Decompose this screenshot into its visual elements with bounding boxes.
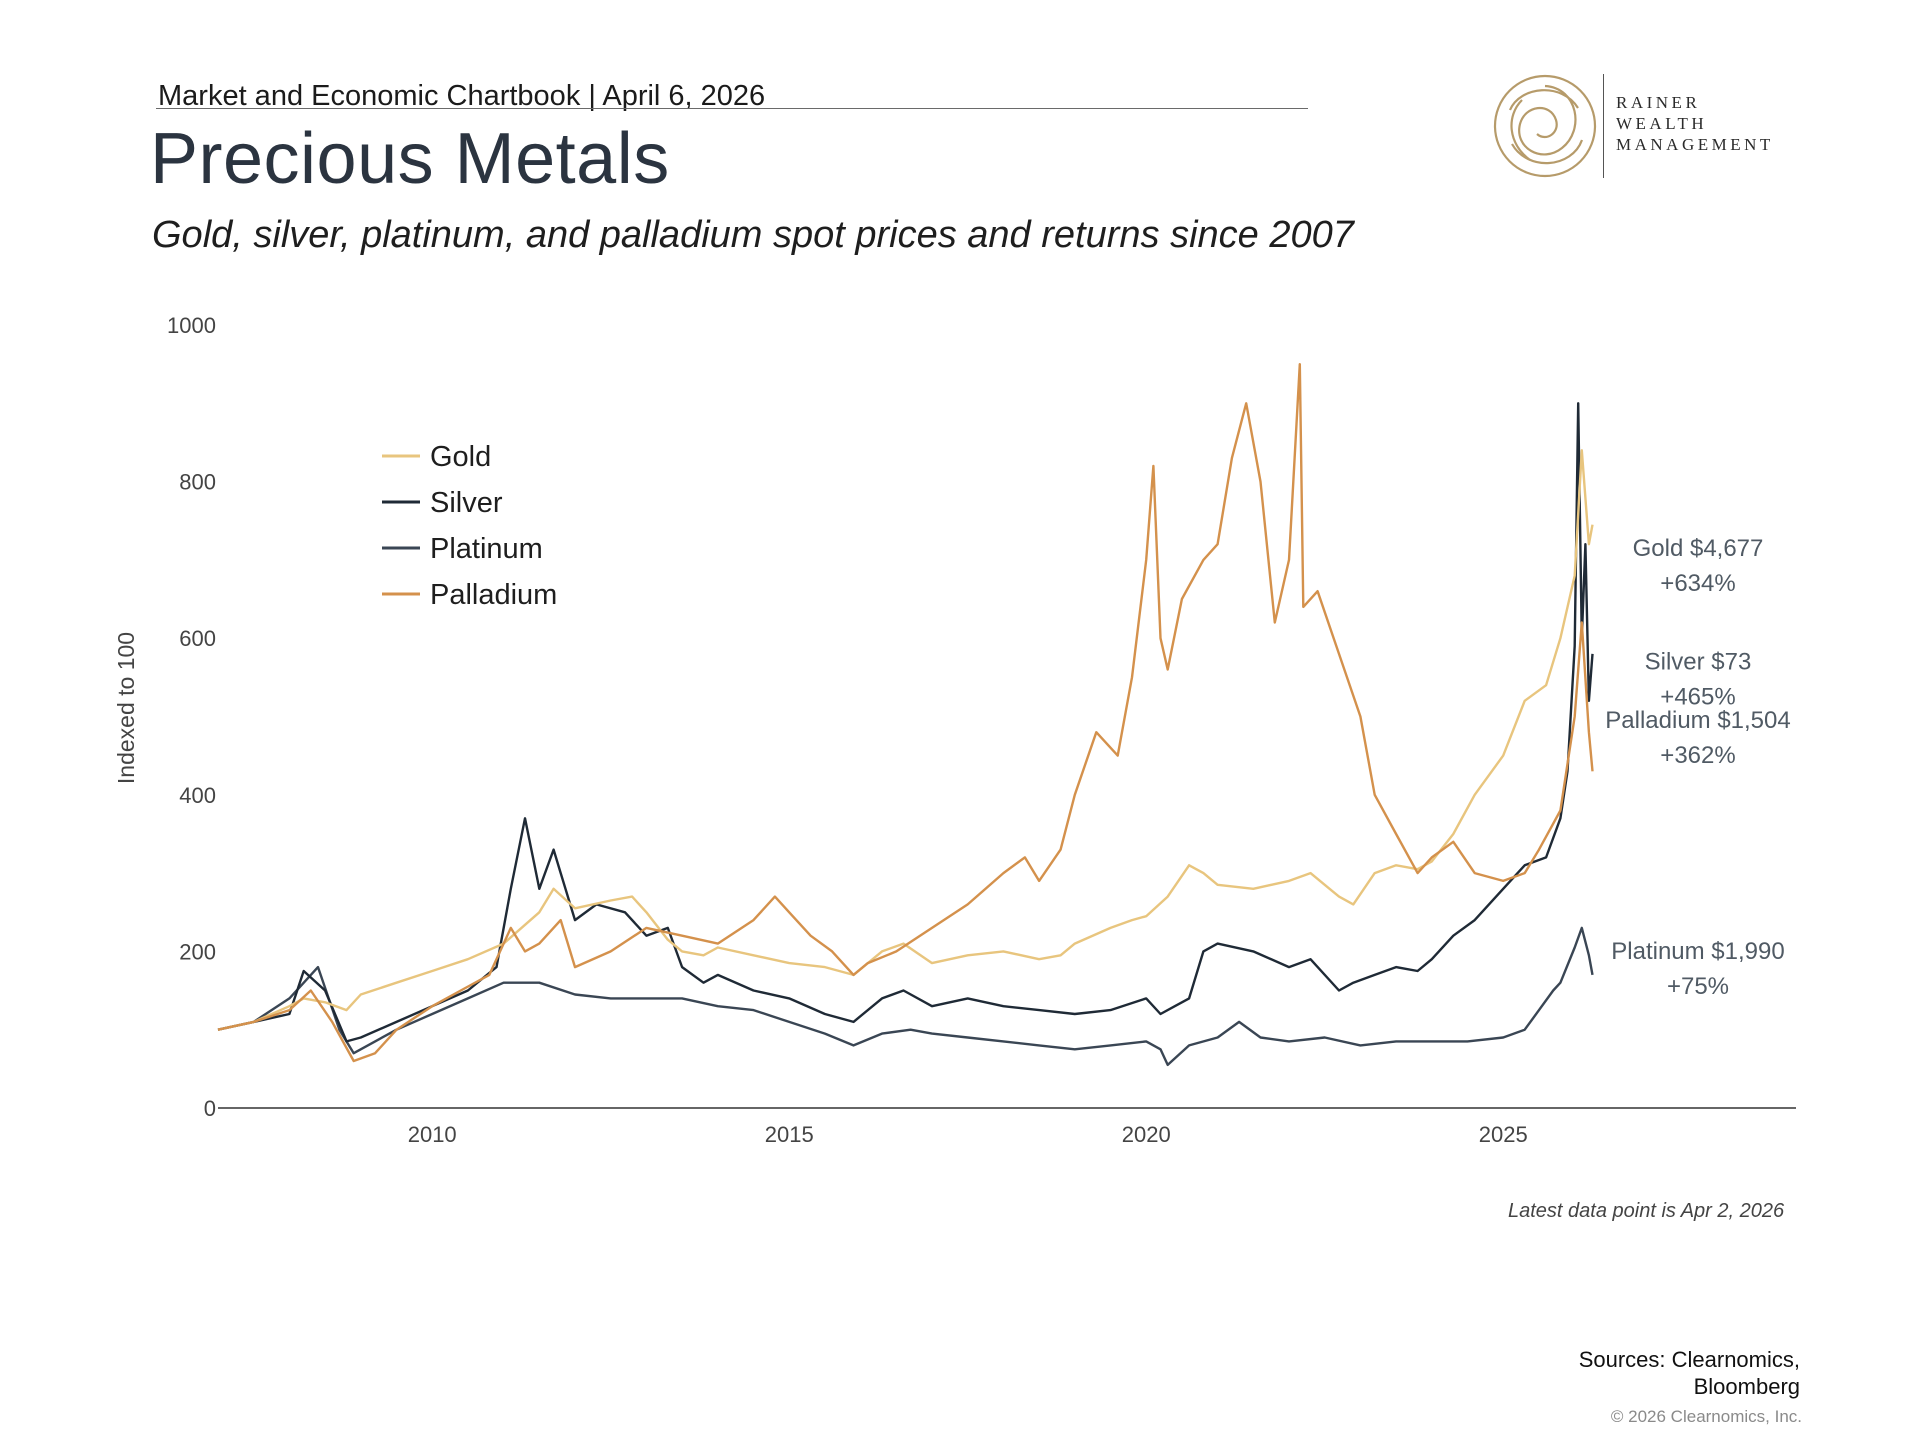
sources-line-2: Bloomberg <box>1693 1374 1800 1399</box>
precious-metals-chart: Indexed to 100 0 200 400 600 800 1000 2010 201… <box>113 313 1796 1147</box>
y-axis-title: Indexed to 100 <box>113 632 139 784</box>
x-tick-label: 2020 <box>1122 1122 1171 1147</box>
sources-line-1: Sources: Clearnomics, <box>1578 1347 1800 1372</box>
x-tick-label: 2015 <box>765 1122 814 1147</box>
chartbook-line: Market and Economic Chartbook | April 6,… <box>158 80 766 112</box>
legend-label-gold: Gold <box>430 441 491 473</box>
end-return-palladium: +362% <box>1660 742 1735 769</box>
end-label-platinum: Platinum $1,990 <box>1611 938 1784 965</box>
end-return-silver: +465% <box>1660 684 1735 711</box>
header-divider <box>156 108 1308 109</box>
series-line-platinum <box>217 926 1594 1067</box>
y-tick-label: 200 <box>179 939 216 964</box>
end-label-palladium: Palladium $1,504 <box>1605 707 1790 734</box>
logo-line-2: WEALTH <box>1616 114 1708 133</box>
logo-line-1: RAINER <box>1616 93 1701 112</box>
sources-note: Sources: Clearnomics, Bloomberg <box>1579 1346 1800 1400</box>
y-tick-label: 800 <box>179 470 216 495</box>
page-title: Precious Metals <box>150 119 670 199</box>
end-return-gold: +634% <box>1660 570 1735 597</box>
end-label-gold: Gold $4,677 <box>1633 535 1764 562</box>
latest-data-note: Latest data point is Apr 2, 2026 <box>1508 1200 1785 1222</box>
series-line-gold <box>217 449 1594 1031</box>
y-tick-label: 0 <box>204 1096 216 1121</box>
copyright: © 2026 Clearnomics, Inc. <box>1610 1407 1802 1426</box>
logo-swirl-icon <box>1493 74 1597 178</box>
series-line-silver <box>217 402 1594 1043</box>
x-tick-label: 2025 <box>1479 1122 1528 1147</box>
logo-divider <box>1603 74 1604 178</box>
legend-label-palladium: Palladium <box>430 579 557 611</box>
logo-line-3: MANAGEMENT <box>1616 135 1774 154</box>
series-line-palladium <box>217 363 1594 1063</box>
x-tick-label: 2010 <box>408 1122 457 1147</box>
end-label-silver: Silver $73 <box>1645 649 1752 676</box>
y-tick-label: 1000 <box>167 313 216 338</box>
y-tick-label: 400 <box>179 783 216 808</box>
logo-wordmark: RAINER WEALTH MANAGEMENT <box>1616 92 1774 155</box>
y-tick-label: 600 <box>179 626 216 651</box>
legend-label-silver: Silver <box>430 487 503 519</box>
page-subtitle: Gold, silver, platinum, and palladium sp… <box>152 214 1354 256</box>
legend-label-platinum: Platinum <box>430 533 543 565</box>
end-return-platinum: +75% <box>1667 973 1729 1000</box>
